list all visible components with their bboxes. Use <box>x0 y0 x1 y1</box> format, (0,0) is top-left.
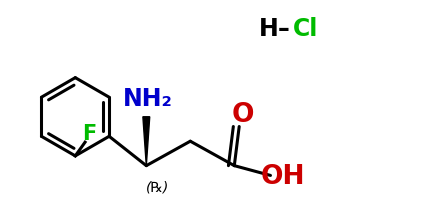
Text: (℞): (℞) <box>146 180 169 194</box>
Text: NH₂: NH₂ <box>123 87 173 111</box>
Text: H: H <box>258 17 278 41</box>
Text: –: – <box>277 17 289 41</box>
Text: F: F <box>81 124 96 144</box>
Text: OH: OH <box>260 164 305 190</box>
Polygon shape <box>142 117 149 166</box>
Text: Cl: Cl <box>293 17 318 41</box>
Text: O: O <box>231 102 254 128</box>
